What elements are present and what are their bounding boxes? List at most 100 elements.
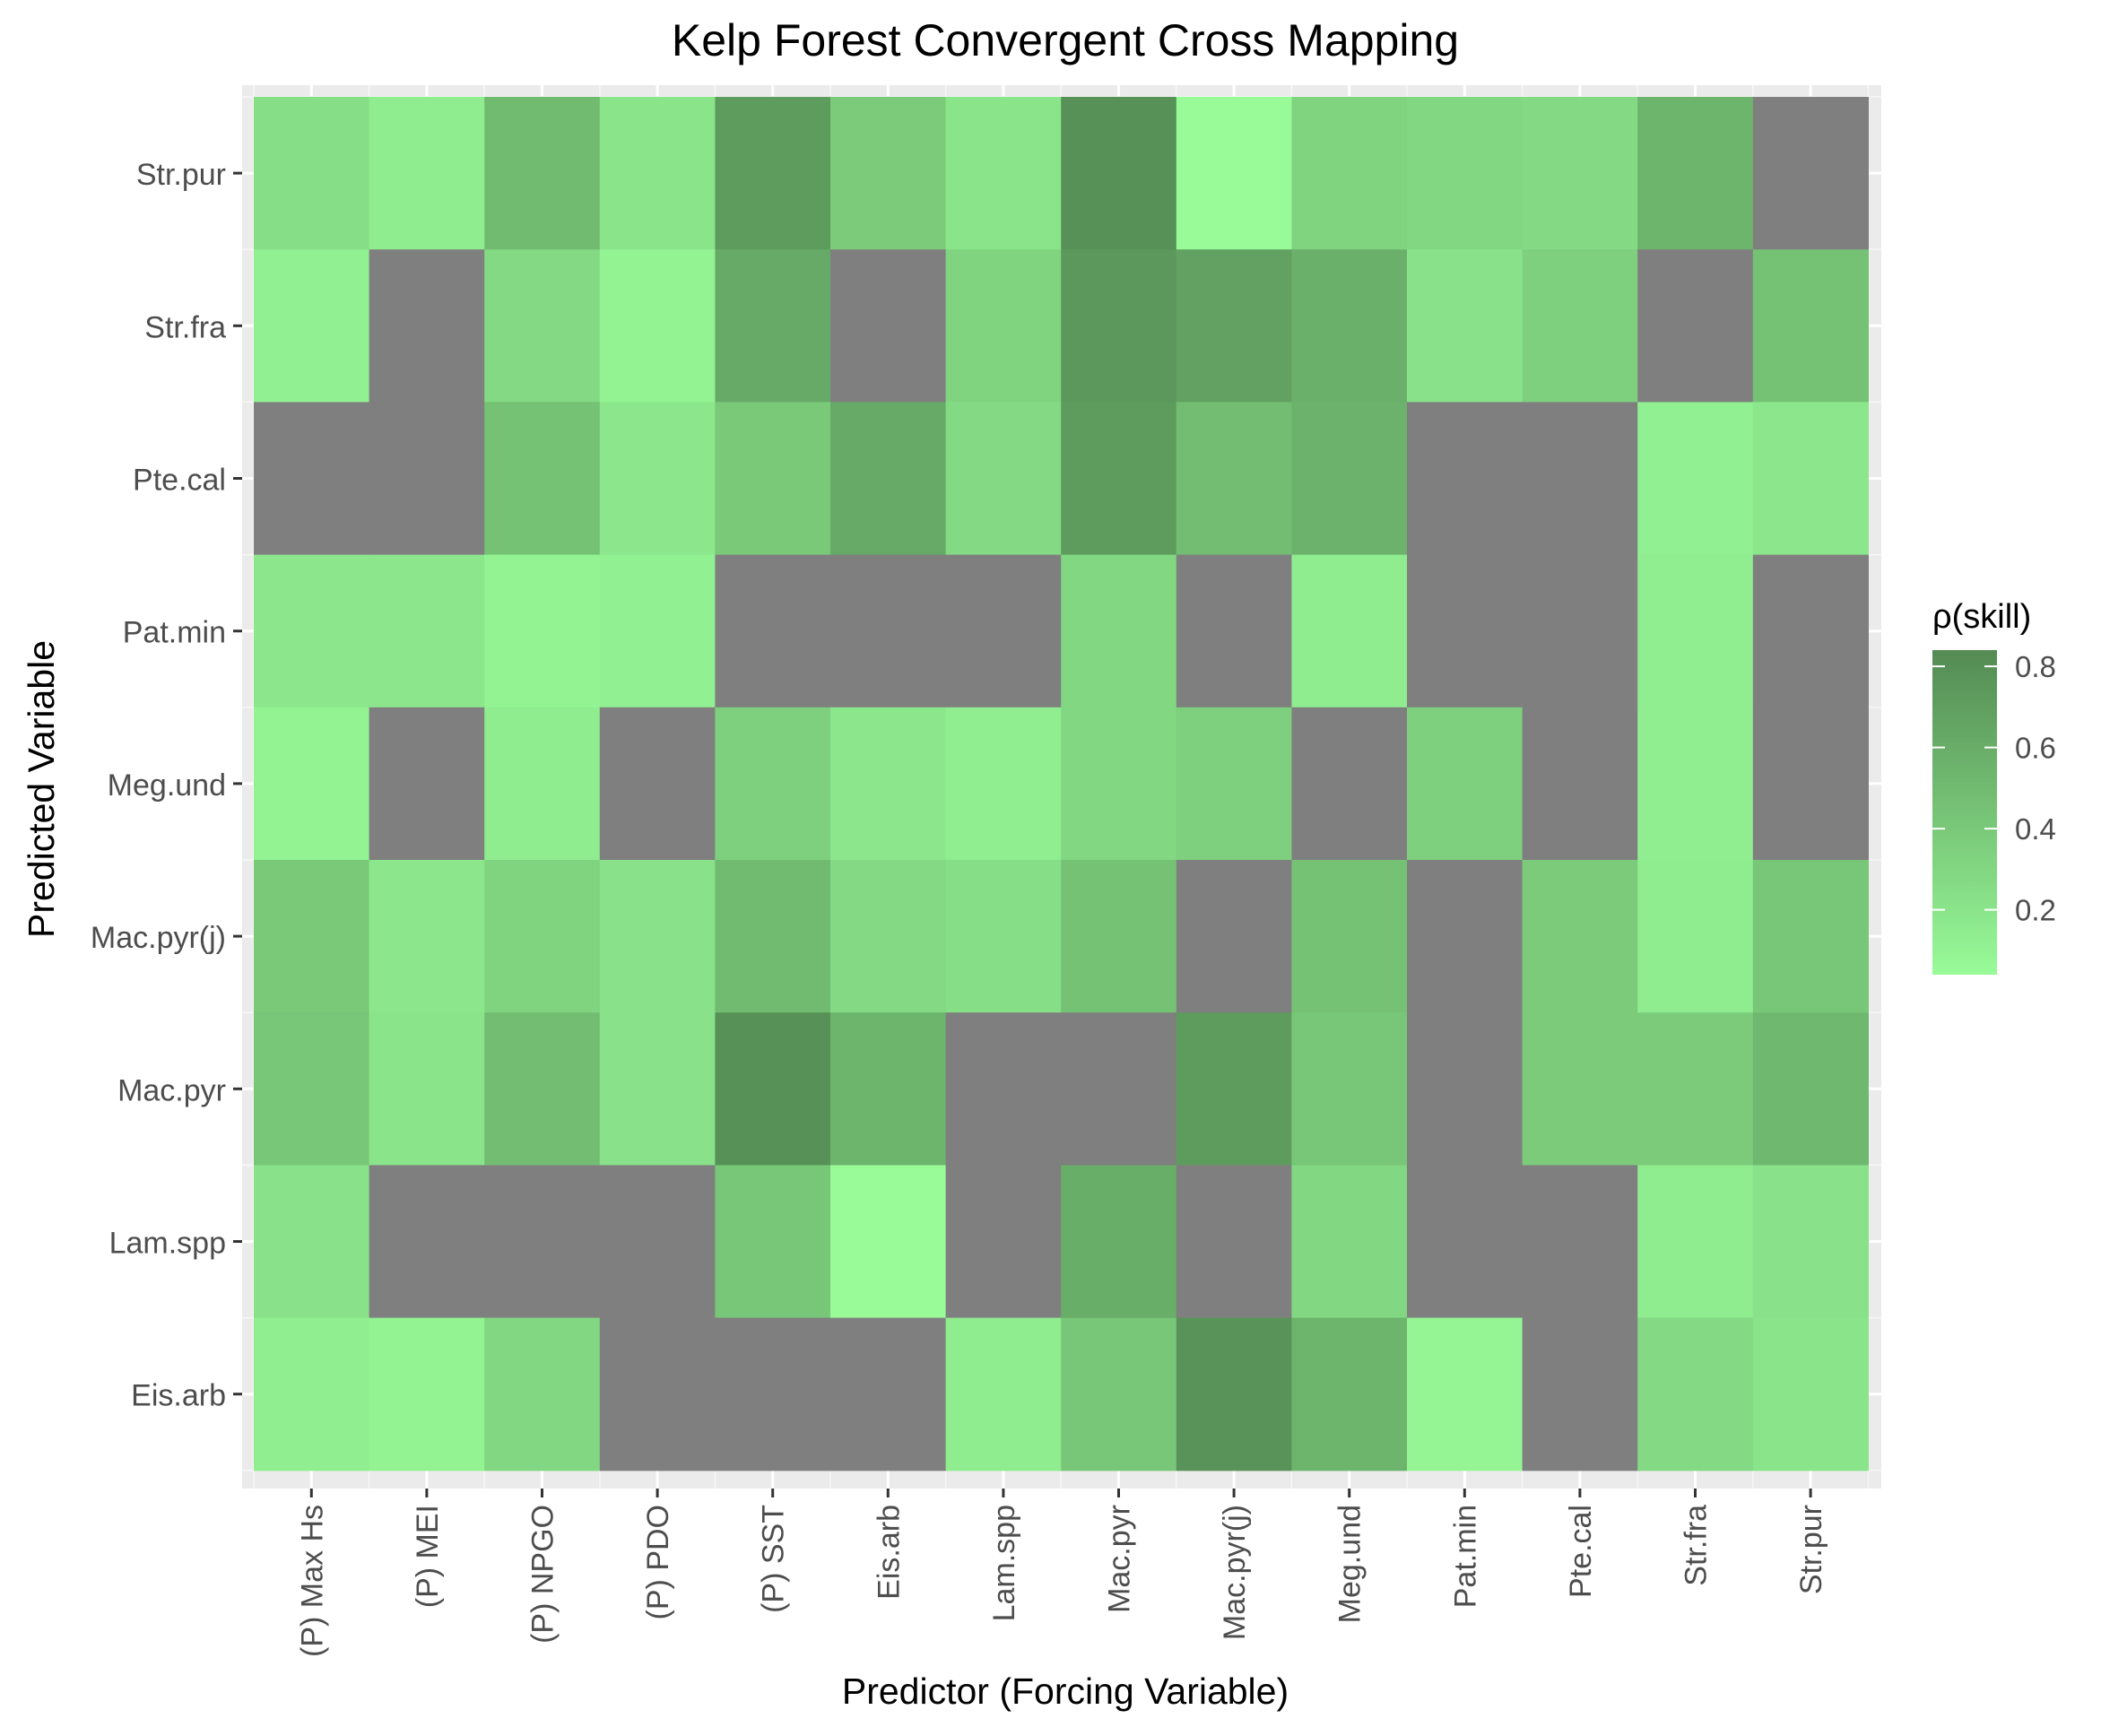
heatmap-cell: [715, 1165, 831, 1319]
legend-title: ρ(skill): [1932, 598, 2031, 636]
y-tick-label: Lam.spp: [109, 1227, 226, 1261]
y-tick-label: Pte.cal: [133, 464, 226, 498]
heatmap-cell: [1291, 1317, 1408, 1471]
heatmap-cell: [369, 97, 485, 250]
heatmap-cell: [1291, 97, 1408, 250]
heatmap-cell: [1752, 249, 1869, 403]
heatmap-cell: [945, 707, 1062, 861]
heatmap-cell: [1061, 402, 1177, 556]
heatmap-cell: [369, 402, 485, 556]
heatmap-cell: [715, 860, 831, 1013]
heatmap-cell: [1522, 1012, 1638, 1166]
heatmap-cell: [484, 554, 601, 708]
heatmap-cell: [1407, 1165, 1524, 1319]
heatmap-cell: [484, 97, 601, 250]
heatmap-cell: [254, 1012, 370, 1166]
heatmap-cell: [945, 860, 1062, 1013]
heatmap-cell: [1407, 402, 1524, 556]
heatmap-cell: [1752, 1165, 1869, 1319]
heatmap-cell: [599, 1165, 716, 1319]
heatmap-cell: [1176, 402, 1292, 556]
heatmap-cell: [1407, 707, 1524, 861]
legend-tick-label: 0.8: [2015, 650, 2056, 683]
heatmap-cell: [1752, 707, 1869, 861]
heatmap-cell: [945, 1012, 1062, 1166]
heatmap-cell: [715, 249, 831, 403]
x-tick-label: (P) SST: [757, 1505, 791, 1613]
heatmap-cell: [484, 860, 601, 1013]
heatmap-cell: [1637, 1012, 1754, 1166]
heatmap-cell: [254, 707, 370, 861]
heatmap-cell: [1407, 1012, 1524, 1166]
heatmap-cell: [369, 860, 485, 1013]
heatmap-cell: [830, 402, 947, 556]
heatmap-cell: [1061, 249, 1177, 403]
heatmap-cell: [484, 1317, 601, 1471]
heatmap-cell: [1752, 860, 1869, 1013]
heatmap-cell: [715, 554, 831, 708]
heatmap-cell: [1522, 402, 1638, 556]
heatmap-cell: [1061, 1317, 1177, 1471]
y-tick-label: Str.fra: [144, 310, 226, 344]
heatmap-cell: [599, 1012, 716, 1166]
heatmap-cell: [369, 707, 485, 861]
x-tick-label: Str.fra: [1680, 1505, 1714, 1586]
heatmap-cell: [484, 249, 601, 403]
heatmap-cell: [254, 402, 370, 556]
heatmap-cell: [484, 1012, 601, 1166]
heatmap-cell: [1637, 860, 1754, 1013]
heatmap-cell: [369, 1317, 485, 1471]
x-tick-label: (P) MEI: [411, 1505, 445, 1608]
heatmap-cell: [254, 1317, 370, 1471]
heatmap-cell: [830, 249, 947, 403]
heatmap-cell: [1752, 402, 1869, 556]
heatmap-cell: [945, 249, 1062, 403]
heatmap-cell: [945, 402, 1062, 556]
heatmap-cell: [254, 860, 370, 1013]
heatmap-cell: [1176, 707, 1292, 861]
heatmap-cell: [715, 402, 831, 556]
heatmap-cell: [1407, 249, 1524, 403]
heatmap-cell: [1522, 249, 1638, 403]
x-tick-label: Pat.min: [1448, 1505, 1482, 1608]
heatmap-cell: [599, 1317, 716, 1471]
heatmap-cell: [1061, 97, 1177, 250]
x-tick-label: Eis.arb: [872, 1505, 906, 1600]
heatmap-cell: [1176, 97, 1292, 250]
x-tick-label: Pte.cal: [1564, 1505, 1598, 1598]
heatmap-cell: [1176, 554, 1292, 708]
heatmap-cell: [1637, 707, 1754, 861]
heatmap-cell: [1407, 554, 1524, 708]
x-tick-label: Lam.spp: [987, 1505, 1021, 1621]
heatmap-cell: [1291, 860, 1408, 1013]
heatmap-cell: [715, 1317, 831, 1471]
y-axis: Str.pur Str.fra Pte.cal Pat.min Meg.und Mac.p…: [91, 158, 242, 1413]
heatmap-cell: [1407, 97, 1524, 250]
heatmap-cell: [1637, 97, 1754, 250]
x-tick-label: (P) PDO: [641, 1505, 675, 1619]
heatmap-cell: [1637, 249, 1754, 403]
heatmap-cell: [830, 97, 947, 250]
heatmap-cell: [1176, 1317, 1292, 1471]
legend-tick-label: 0.6: [2015, 732, 2056, 765]
heatmap-cell: [1752, 554, 1869, 708]
heatmap-cell: [369, 554, 485, 708]
y-tick-label: Str.pur: [136, 158, 226, 192]
heatmap-cell: [599, 249, 716, 403]
heatmap-cell: [599, 97, 716, 250]
legend-color-bar: [1932, 650, 1997, 975]
heatmap-cell: [599, 707, 716, 861]
legend-tick-label: 0.2: [2015, 894, 2056, 927]
heatmap-cell: [830, 707, 947, 861]
x-tick-label: (P) NPGO: [526, 1505, 560, 1644]
y-axis-title: Predicted Variable: [21, 640, 62, 938]
heatmap-cell: [1176, 1165, 1292, 1319]
x-axis-title: Predictor (Forcing Variable): [842, 1671, 1289, 1712]
heatmap-cell: [1291, 1165, 1408, 1319]
heatmap-cell: [254, 249, 370, 403]
y-tick-label: Meg.und: [108, 768, 226, 803]
x-tick-label: Str.pur: [1794, 1505, 1828, 1594]
heatmap-cell: [1061, 1165, 1177, 1319]
